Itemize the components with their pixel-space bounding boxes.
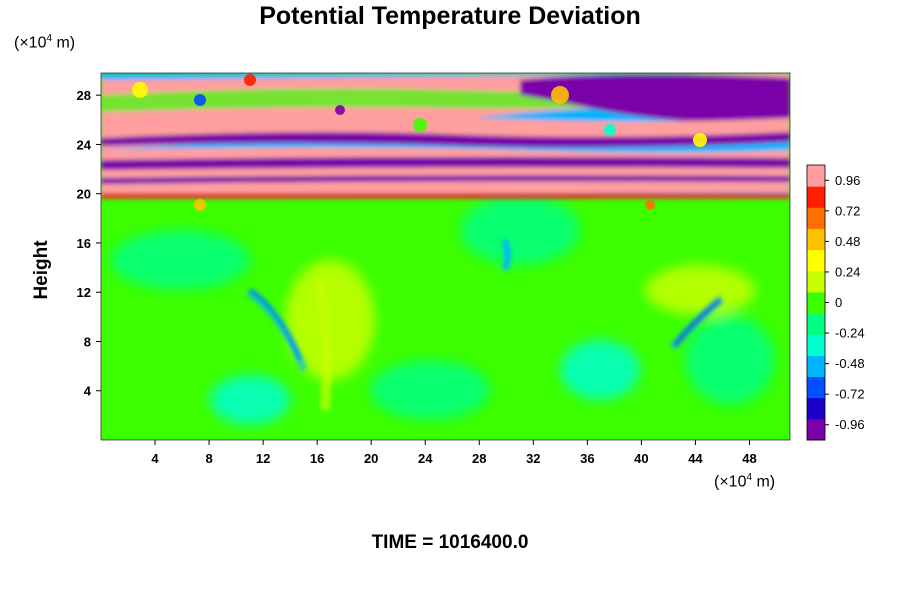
y-axis-unit: (×104 m) [14, 33, 76, 52]
x-tick-label: 32 [526, 451, 540, 466]
colorbar-tick-label: 0 [835, 295, 842, 310]
plot-frame [100, 72, 791, 441]
colorbar-segment [807, 291, 825, 314]
x-axis: 4 8 12 16 20 24 28 32 36 40 44 48 [151, 440, 757, 466]
y-tick-label: 28 [77, 88, 91, 103]
y-tick-label: 24 [77, 137, 92, 152]
colorbar-segment [807, 228, 825, 251]
x-tick-label: 36 [580, 451, 594, 466]
heatmap-field [101, 73, 790, 440]
colorbar-tick-label: 0.72 [835, 203, 860, 218]
colorbar-segment [807, 313, 825, 335]
chart-title: Potential Temperature Deviation [259, 2, 641, 30]
colorbar-tick-label: -0.24 [835, 326, 865, 341]
colorbar-segment [807, 249, 825, 272]
colorbar-segment [807, 270, 825, 293]
x-tick-label: 28 [472, 451, 486, 466]
y-axis: 4 8 12 16 20 24 28 [77, 88, 101, 399]
x-tick-label: 44 [688, 451, 703, 466]
y-tick-label: 20 [77, 187, 91, 202]
colorbar-tick-label: -0.96 [835, 417, 865, 432]
colorbar-segment [807, 334, 825, 356]
y-tick-label: 8 [84, 334, 91, 349]
colorbar-segment [807, 376, 825, 399]
colorbar: 0.96 0.72 0.48 0.24 0 -0.24 -0.48 -0.72 -0.96 [806, 164, 865, 441]
x-tick-label: 48 [742, 451, 756, 466]
x-tick-label: 12 [256, 451, 270, 466]
x-tick-label: 8 [205, 451, 212, 466]
colorbar-segment [807, 207, 825, 229]
x-tick-label: 4 [151, 451, 159, 466]
colorbar-tick-label: 0.96 [835, 173, 860, 188]
x-tick-label: 40 [634, 451, 648, 466]
colorbar-tick-label: -0.72 [835, 387, 865, 402]
colorbar-segment [807, 355, 825, 378]
time-label: TIME = 1016400.0 [371, 532, 529, 553]
x-tick-label: 16 [310, 451, 324, 466]
colorbar-segment [807, 165, 825, 187]
colorbar-segment [807, 397, 825, 420]
colorbar-tick-label: 0.48 [835, 234, 860, 249]
x-tick-label: 24 [418, 451, 433, 466]
colorbar-segment [807, 418, 825, 441]
x-tick-label: 20 [364, 451, 378, 466]
y-tick-label: 4 [84, 384, 92, 399]
colorbar-tick-label: 0.24 [835, 264, 860, 279]
colorbar-tick-label: -0.48 [835, 356, 865, 371]
colorbar-segment [807, 186, 825, 208]
x-axis-unit: (×104 m) [714, 472, 776, 491]
y-tick-label: 16 [77, 236, 91, 251]
y-tick-label: 12 [77, 285, 91, 300]
